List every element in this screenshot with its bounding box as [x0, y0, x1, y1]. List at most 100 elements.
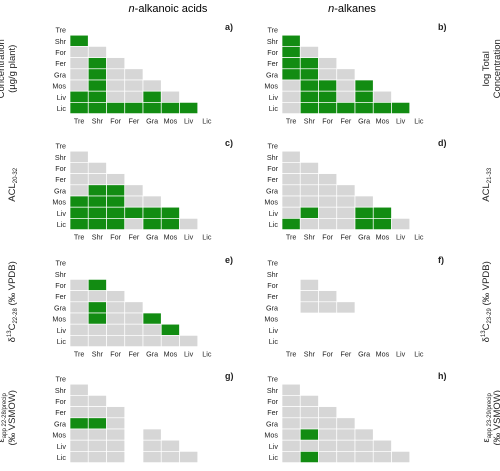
heatmap-cell: [282, 418, 300, 429]
y-tick-label: Gra: [54, 419, 66, 428]
heatmap-cell: [70, 80, 88, 91]
heatmap-cell: [70, 207, 88, 218]
heatmap-cell: [319, 429, 337, 440]
heatmap-cell: [70, 151, 88, 162]
x-tick-label: Fer: [128, 350, 139, 359]
heatmap-cell: [161, 324, 179, 335]
heatmap-cell: [125, 313, 143, 324]
heatmap-cell: [125, 185, 143, 196]
heatmap-cell: [180, 335, 198, 346]
heatmap-cell: [300, 69, 318, 80]
heatmap-cell: [337, 196, 355, 207]
heatmap-cell: [337, 207, 355, 218]
heatmap-cell: [355, 80, 373, 91]
heatmap-cell: [107, 440, 125, 451]
row-label-text: δ13C22-28 (‰ VPDB): [7, 261, 19, 342]
heatmap-cell: [282, 395, 300, 406]
row-label-right: ACL21-33: [481, 167, 493, 201]
row-label-text: ACL21-33: [481, 167, 493, 201]
heatmap-cell: [337, 91, 355, 102]
x-tick-label: Lic: [202, 117, 212, 126]
y-tick-label: Mos: [264, 315, 278, 324]
panel-g: TreShrForFerGraMosLivLicTreShrForFerGraM…: [52, 371, 233, 466]
heatmap-cell: [125, 196, 143, 207]
heatmap-cell: [107, 324, 125, 335]
y-tick-label: Liv: [269, 209, 279, 218]
heatmap-cell: [319, 407, 337, 418]
y-tick-label: Gra: [266, 70, 278, 79]
row-label-two-line: εapp 23-29/precip(‰ VSMOW): [481, 390, 500, 445]
heatmap-cell: [70, 429, 88, 440]
heatmap-cell: [107, 291, 125, 302]
x-tick-label: For: [322, 233, 333, 242]
y-tick-label: For: [55, 164, 66, 173]
heatmap-cell: [300, 407, 318, 418]
heatmap-cell: [392, 102, 410, 113]
col-title-right: n-alkanes: [328, 3, 376, 15]
y-tick-label: Mos: [264, 198, 278, 207]
heatmap-cell: [161, 207, 179, 218]
heatmap-cell: [319, 91, 337, 102]
heatmap-cell: [125, 80, 143, 91]
y-tick-label: Shr: [55, 270, 67, 279]
y-tick-label: Shr: [55, 386, 67, 395]
row-label-text: δ13C23-29 (‰ VPDB): [481, 261, 493, 342]
x-tick-label: Shr: [92, 233, 104, 242]
y-tick-label: Shr: [55, 153, 67, 162]
heatmap-cell: [319, 302, 337, 313]
heatmap-cell: [143, 451, 161, 462]
heatmap-cell: [70, 335, 88, 346]
heatmap-cell: [355, 207, 373, 218]
y-tick-label: Lic: [57, 104, 67, 113]
x-tick-label: Liv: [184, 117, 194, 126]
heatmap-cell: [107, 407, 125, 418]
heatmap-cell: [70, 58, 88, 69]
heatmap-cell: [282, 162, 300, 173]
heatmap-cell: [300, 196, 318, 207]
x-tick-label: Gra: [358, 117, 370, 126]
heatmap-cell: [107, 429, 125, 440]
heatmap-cell: [107, 302, 125, 313]
heatmap-cell: [88, 429, 106, 440]
x-tick-label: Shr: [92, 117, 104, 126]
heatmap-cell: [282, 218, 300, 229]
y-tick-label: For: [267, 48, 278, 57]
heatmap-cell: [88, 313, 106, 324]
y-tick-label: Tre: [55, 26, 66, 35]
heatmap-cell: [337, 69, 355, 80]
heatmap-cell: [300, 451, 318, 462]
heatmap-cell: [88, 395, 106, 406]
panel-label: g): [225, 371, 234, 381]
heatmap-cell: [300, 429, 318, 440]
y-tick-label: Mos: [52, 82, 66, 91]
y-tick-label: Shr: [55, 37, 67, 46]
heatmap-cell: [143, 196, 161, 207]
panel-label: d): [438, 138, 447, 148]
heatmap-cell: [88, 218, 106, 229]
x-tick-label: Tre: [74, 350, 85, 359]
y-tick-label: Gra: [266, 186, 278, 195]
y-tick-label: Fer: [55, 408, 66, 417]
heatmap-cell: [143, 207, 161, 218]
y-tick-label: Mos: [52, 198, 66, 207]
heatmap-cell: [88, 324, 106, 335]
heatmap-cell: [355, 196, 373, 207]
y-tick-label: Mos: [264, 431, 278, 440]
heatmap-cell: [107, 69, 125, 80]
heatmap-cell: [282, 80, 300, 91]
heatmap-cell: [319, 451, 337, 462]
y-tick-label: Tre: [267, 142, 278, 151]
heatmap-cell: [88, 291, 106, 302]
y-tick-label: Shr: [267, 37, 279, 46]
x-tick-label: Fer: [340, 233, 351, 242]
heatmap-cell: [180, 102, 198, 113]
x-tick-label: Shr: [92, 350, 104, 359]
heatmap-cell: [282, 35, 300, 46]
y-tick-label: Liv: [57, 442, 67, 451]
y-tick-label: Lic: [269, 104, 279, 113]
heatmap-cell: [300, 395, 318, 406]
